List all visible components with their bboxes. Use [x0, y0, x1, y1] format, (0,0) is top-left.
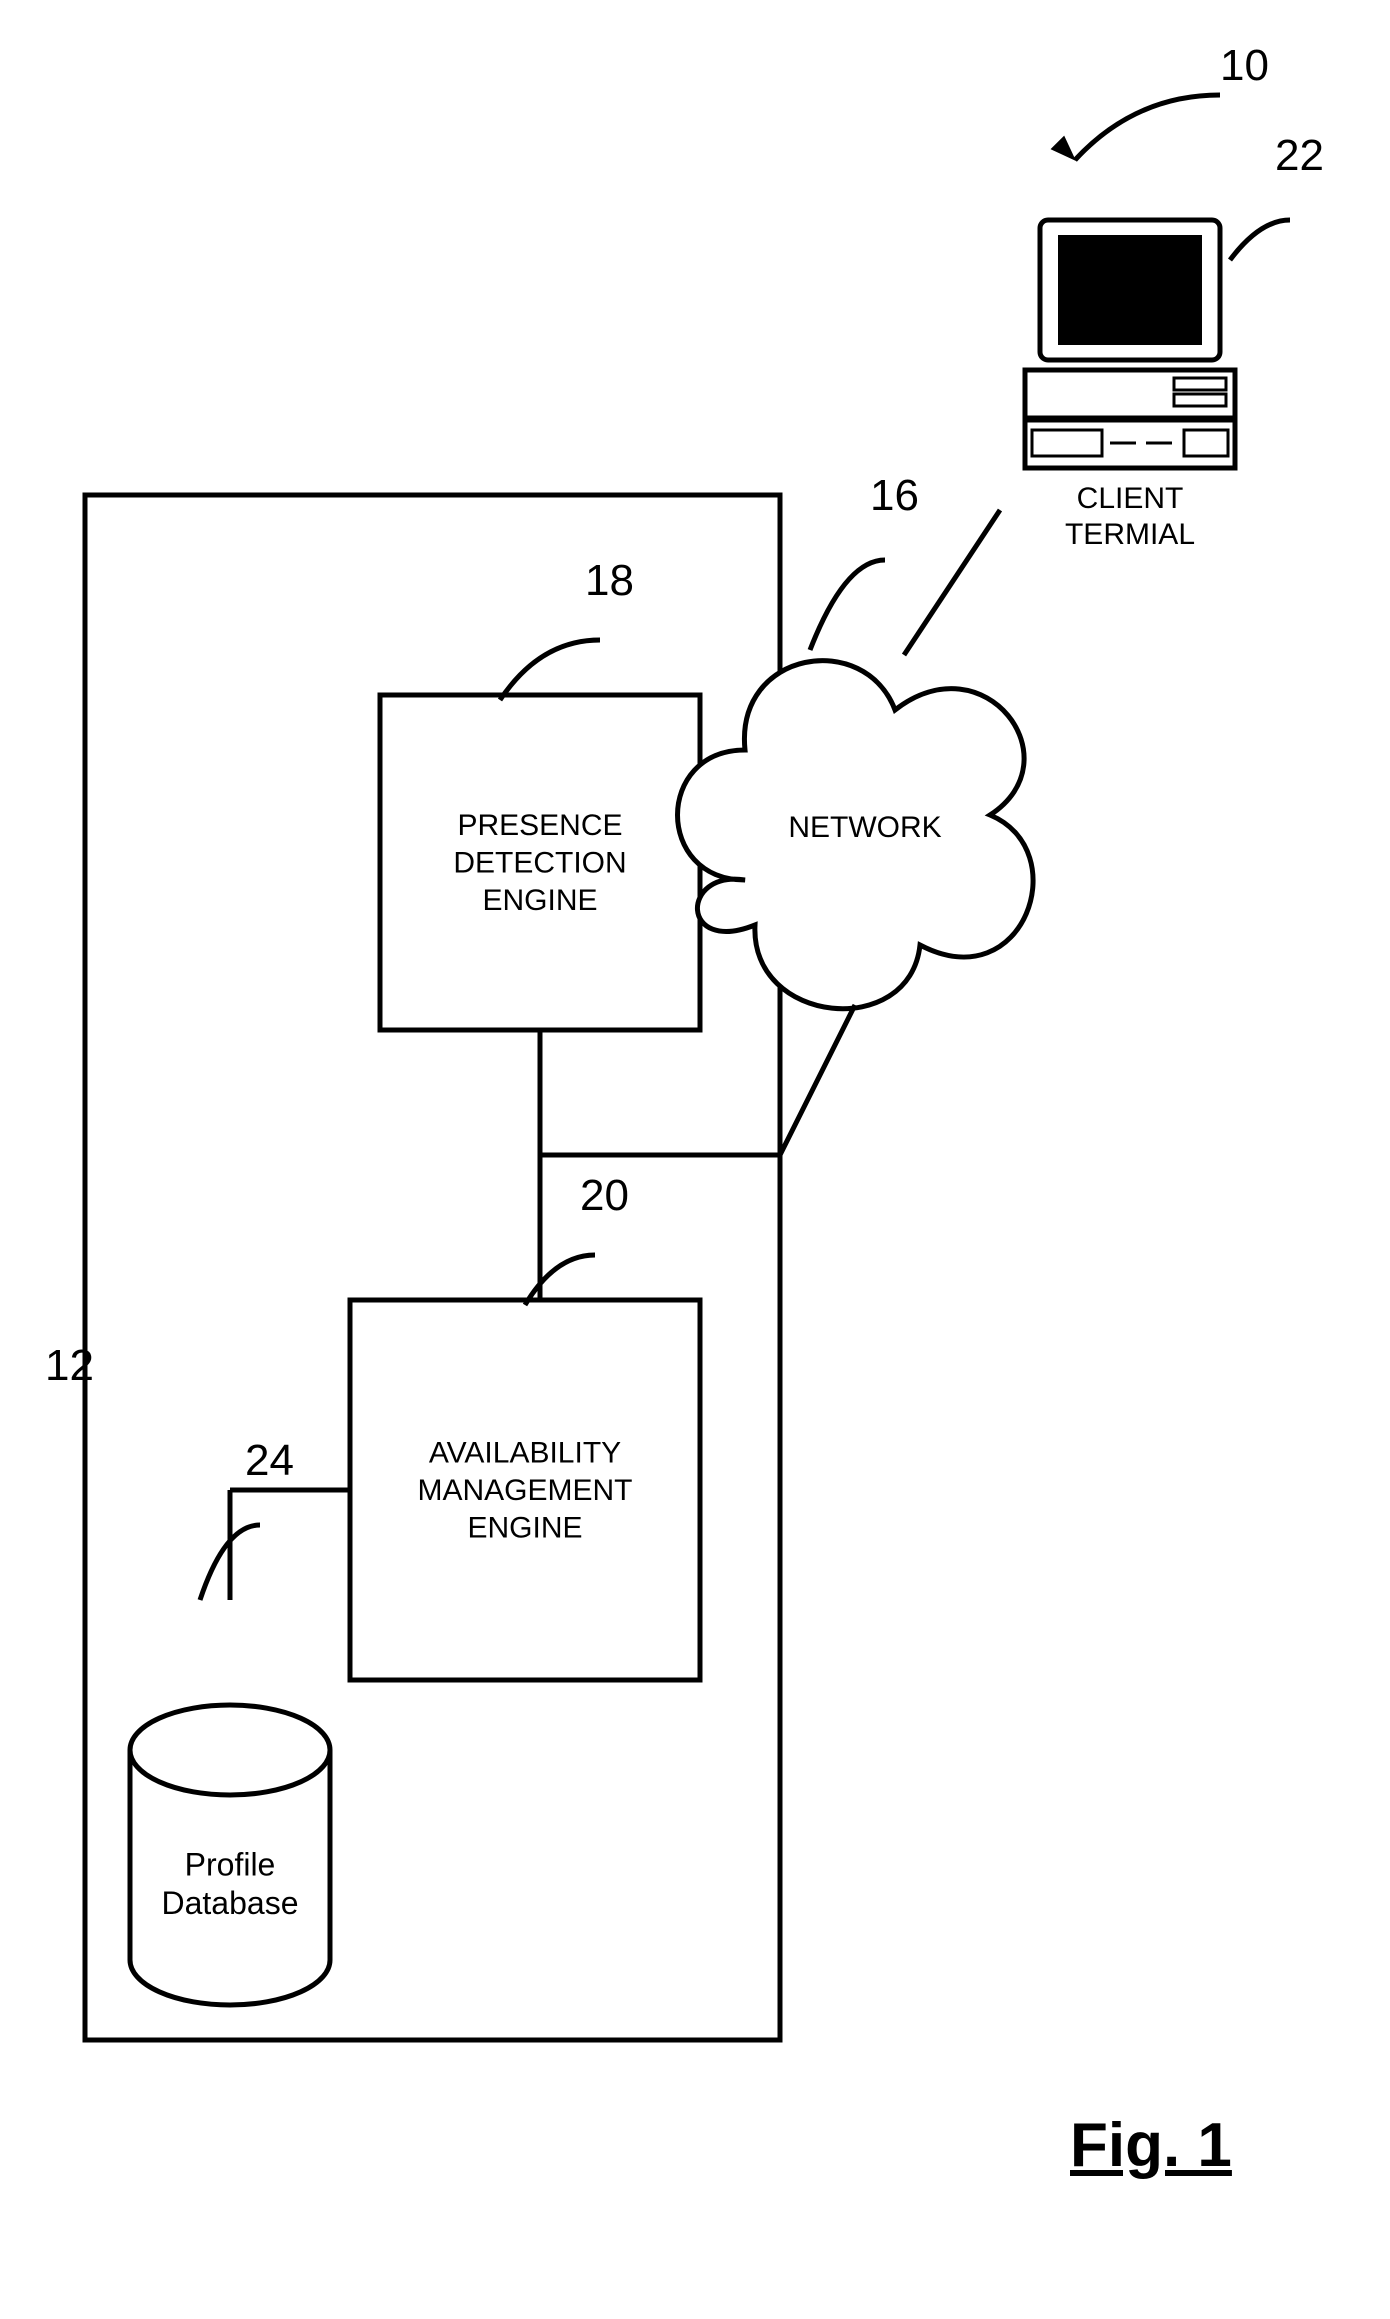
svg-text:20: 20	[580, 1171, 629, 1220]
svg-text:NETWORK: NETWORK	[788, 811, 941, 844]
svg-text:24: 24	[245, 1436, 294, 1485]
svg-text:AVAILABILITY: AVAILABILITY	[429, 1437, 621, 1470]
svg-text:ENGINE: ENGINE	[482, 884, 597, 917]
connector	[780, 1005, 855, 1155]
client-terminal: CLIENTTERMIAL	[1025, 220, 1235, 551]
svg-text:Profile: Profile	[185, 1846, 276, 1882]
figure-container: { "figure": { "caption": "Fig. 1", "capt…	[0, 0, 1390, 2314]
figure-caption: Fig. 1	[1070, 2110, 1232, 2181]
server-box	[85, 495, 780, 2040]
svg-text:MANAGEMENT: MANAGEMENT	[417, 1474, 632, 1507]
svg-text:ENGINE: ENGINE	[467, 1512, 582, 1545]
svg-text:16: 16	[870, 471, 919, 520]
connector	[904, 510, 1000, 655]
svg-text:PRESENCE: PRESENCE	[457, 809, 622, 842]
svg-text:18: 18	[585, 556, 634, 605]
svg-text:12: 12	[45, 1341, 94, 1390]
svg-text:22: 22	[1275, 131, 1324, 180]
arrowhead-icon	[1051, 136, 1075, 160]
profile-database	[130, 1705, 330, 1795]
diagram-svg: 12 PRESENCE DETECTION ENGINE 18 AVAILABILITY M…	[0, 0, 1390, 2314]
svg-text:CLIENT: CLIENT	[1077, 482, 1184, 515]
svg-text:Database: Database	[162, 1885, 299, 1921]
svg-text:10: 10	[1220, 41, 1269, 90]
svg-text:TERMIAL: TERMIAL	[1065, 518, 1195, 551]
svg-text:DETECTION: DETECTION	[453, 847, 626, 880]
